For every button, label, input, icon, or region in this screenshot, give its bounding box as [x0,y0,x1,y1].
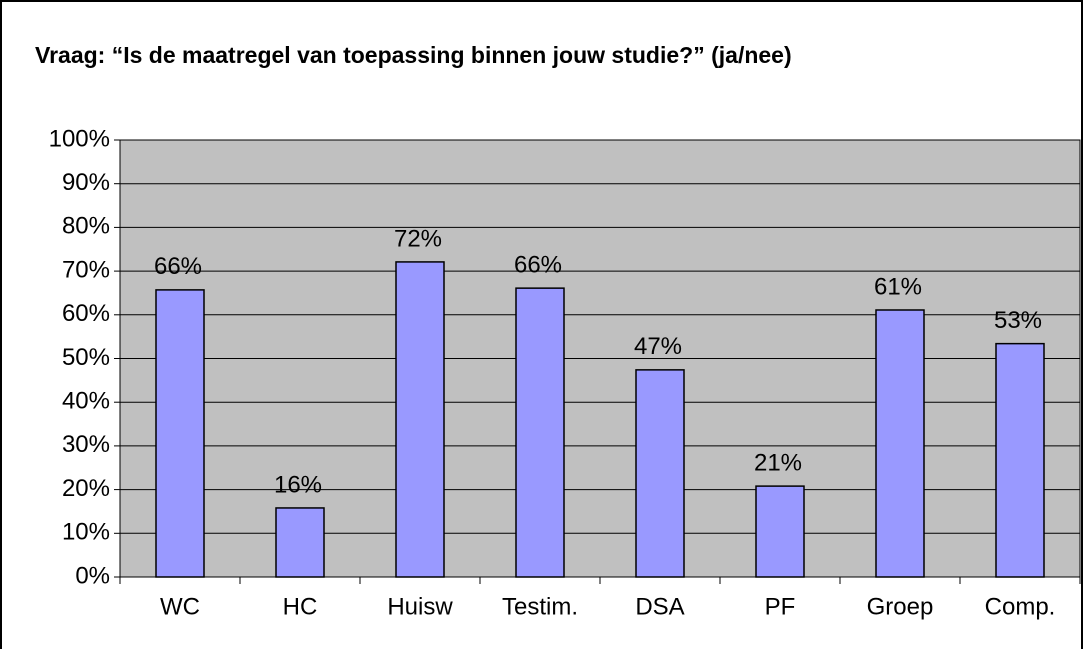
x-tick-label: HC [283,593,318,620]
x-tick-label: Groep [867,593,934,620]
bar [275,507,325,578]
data-label: 21% [754,449,802,476]
data-label: 16% [274,471,322,498]
y-tick-label: 50% [62,344,110,371]
y-tick-label: 60% [62,300,110,327]
x-tick-label: WC [160,593,200,620]
bar [395,261,445,578]
chart-title: Vraag: “Is de maatregel van toepassing b… [35,42,792,68]
x-tick-label: Huisw [387,593,453,620]
y-tick-label: 100% [49,125,110,152]
y-tick-label: 20% [62,475,110,502]
x-tick-label: PF [765,593,796,620]
data-label: 47% [634,333,682,360]
bar [875,309,925,578]
bar [155,289,205,578]
y-tick-label: 70% [62,256,110,283]
y-tick-label: 30% [62,431,110,458]
bar [995,342,1045,578]
y-tick-label: 90% [62,169,110,196]
bar [755,485,805,578]
bar [515,287,565,578]
y-tick-label: 40% [62,388,110,415]
data-label: 53% [994,307,1042,334]
x-tick-label: DSA [635,593,684,620]
data-label: 61% [874,273,922,300]
x-tick-label: Testim. [502,593,578,620]
data-label: 66% [154,253,202,280]
y-tick-label: 80% [62,213,110,240]
data-label: 72% [394,225,442,252]
y-tick-label: 0% [75,562,110,589]
y-tick-label: 10% [62,519,110,546]
bar [635,369,685,578]
x-tick-label: Comp. [985,593,1056,620]
data-label: 66% [514,251,562,278]
